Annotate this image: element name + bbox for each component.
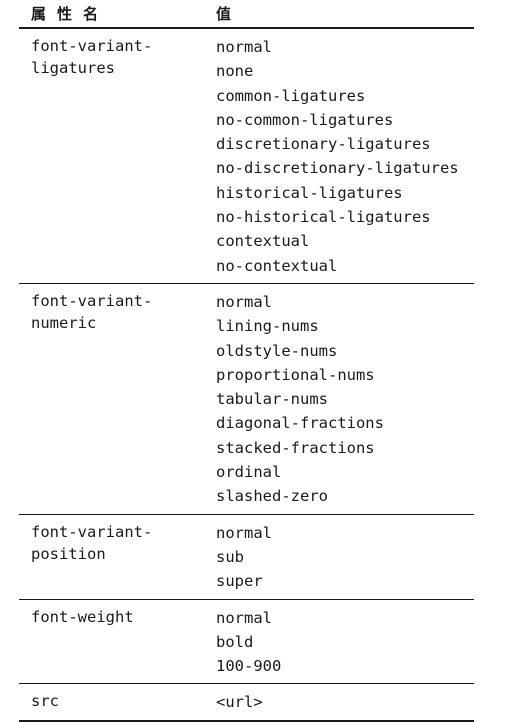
property-value: normal bbox=[216, 523, 272, 542]
property-value: no-historical-ligatures bbox=[216, 208, 431, 227]
table-header: 属性名 值 bbox=[19, 0, 474, 29]
property-values: <url> bbox=[216, 690, 474, 714]
property-name: src bbox=[31, 692, 59, 711]
property-name: font-variant- numeric bbox=[31, 291, 153, 332]
property-value: stacked-fractions bbox=[216, 438, 375, 457]
property-value: <url> bbox=[216, 693, 263, 712]
property-value: normal bbox=[216, 608, 272, 627]
property-value: super bbox=[216, 572, 263, 591]
property-value: bold bbox=[216, 632, 254, 651]
property-value: no-contextual bbox=[216, 256, 338, 275]
property-value: ordinal bbox=[216, 463, 282, 482]
property-value: normal bbox=[216, 38, 272, 56]
property-value: historical-ligatures bbox=[216, 183, 403, 202]
property-value: no-discretionary-ligatures bbox=[216, 159, 459, 178]
property-values: normal sub super bbox=[216, 521, 474, 594]
property-value: 100-900 bbox=[216, 657, 282, 676]
property-value: proportional-nums bbox=[216, 365, 375, 384]
table-row: font-variant- ligatures normal none common-… bbox=[19, 29, 474, 284]
property-values: normal none common-ligatures no-common-liga… bbox=[216, 35, 474, 278]
property-values: normal lining-nums oldstyle-nums proportion… bbox=[216, 290, 474, 509]
table-row: font-weight normal bold 100-900 bbox=[19, 600, 474, 685]
table-row: font-variant- numeric normal lining-nums ol… bbox=[19, 284, 474, 515]
table-body: font-variant- ligatures normal none common-… bbox=[19, 29, 474, 722]
property-value: slashed-zero bbox=[216, 487, 328, 506]
property-value: no-common-ligatures bbox=[216, 110, 394, 129]
property-value: common-ligatures bbox=[216, 86, 366, 105]
property-value: diagonal-fractions bbox=[216, 414, 384, 433]
property-value: lining-nums bbox=[216, 317, 319, 336]
header-property-name: 属性名 bbox=[31, 5, 110, 23]
property-values: normal bold 100-900 bbox=[216, 606, 474, 679]
property-value: sub bbox=[216, 547, 244, 566]
property-value: discretionary-ligatures bbox=[216, 135, 431, 154]
header-value: 值 bbox=[216, 5, 232, 23]
property-value: normal bbox=[216, 292, 272, 311]
property-name: font-weight bbox=[31, 607, 134, 626]
property-value: none bbox=[216, 62, 254, 81]
property-name: font-variant- ligatures bbox=[31, 37, 153, 77]
table-row: font-variant- position normal sub super bbox=[19, 515, 474, 600]
property-value: oldstyle-nums bbox=[216, 341, 338, 360]
property-value: tabular-nums bbox=[216, 390, 328, 409]
property-table: 属性名 值 font-variant- ligatures normal none c… bbox=[19, 0, 474, 722]
property-value: contextual bbox=[216, 232, 310, 251]
table-row: src <url> bbox=[19, 684, 474, 722]
property-name: font-variant- position bbox=[31, 522, 153, 563]
